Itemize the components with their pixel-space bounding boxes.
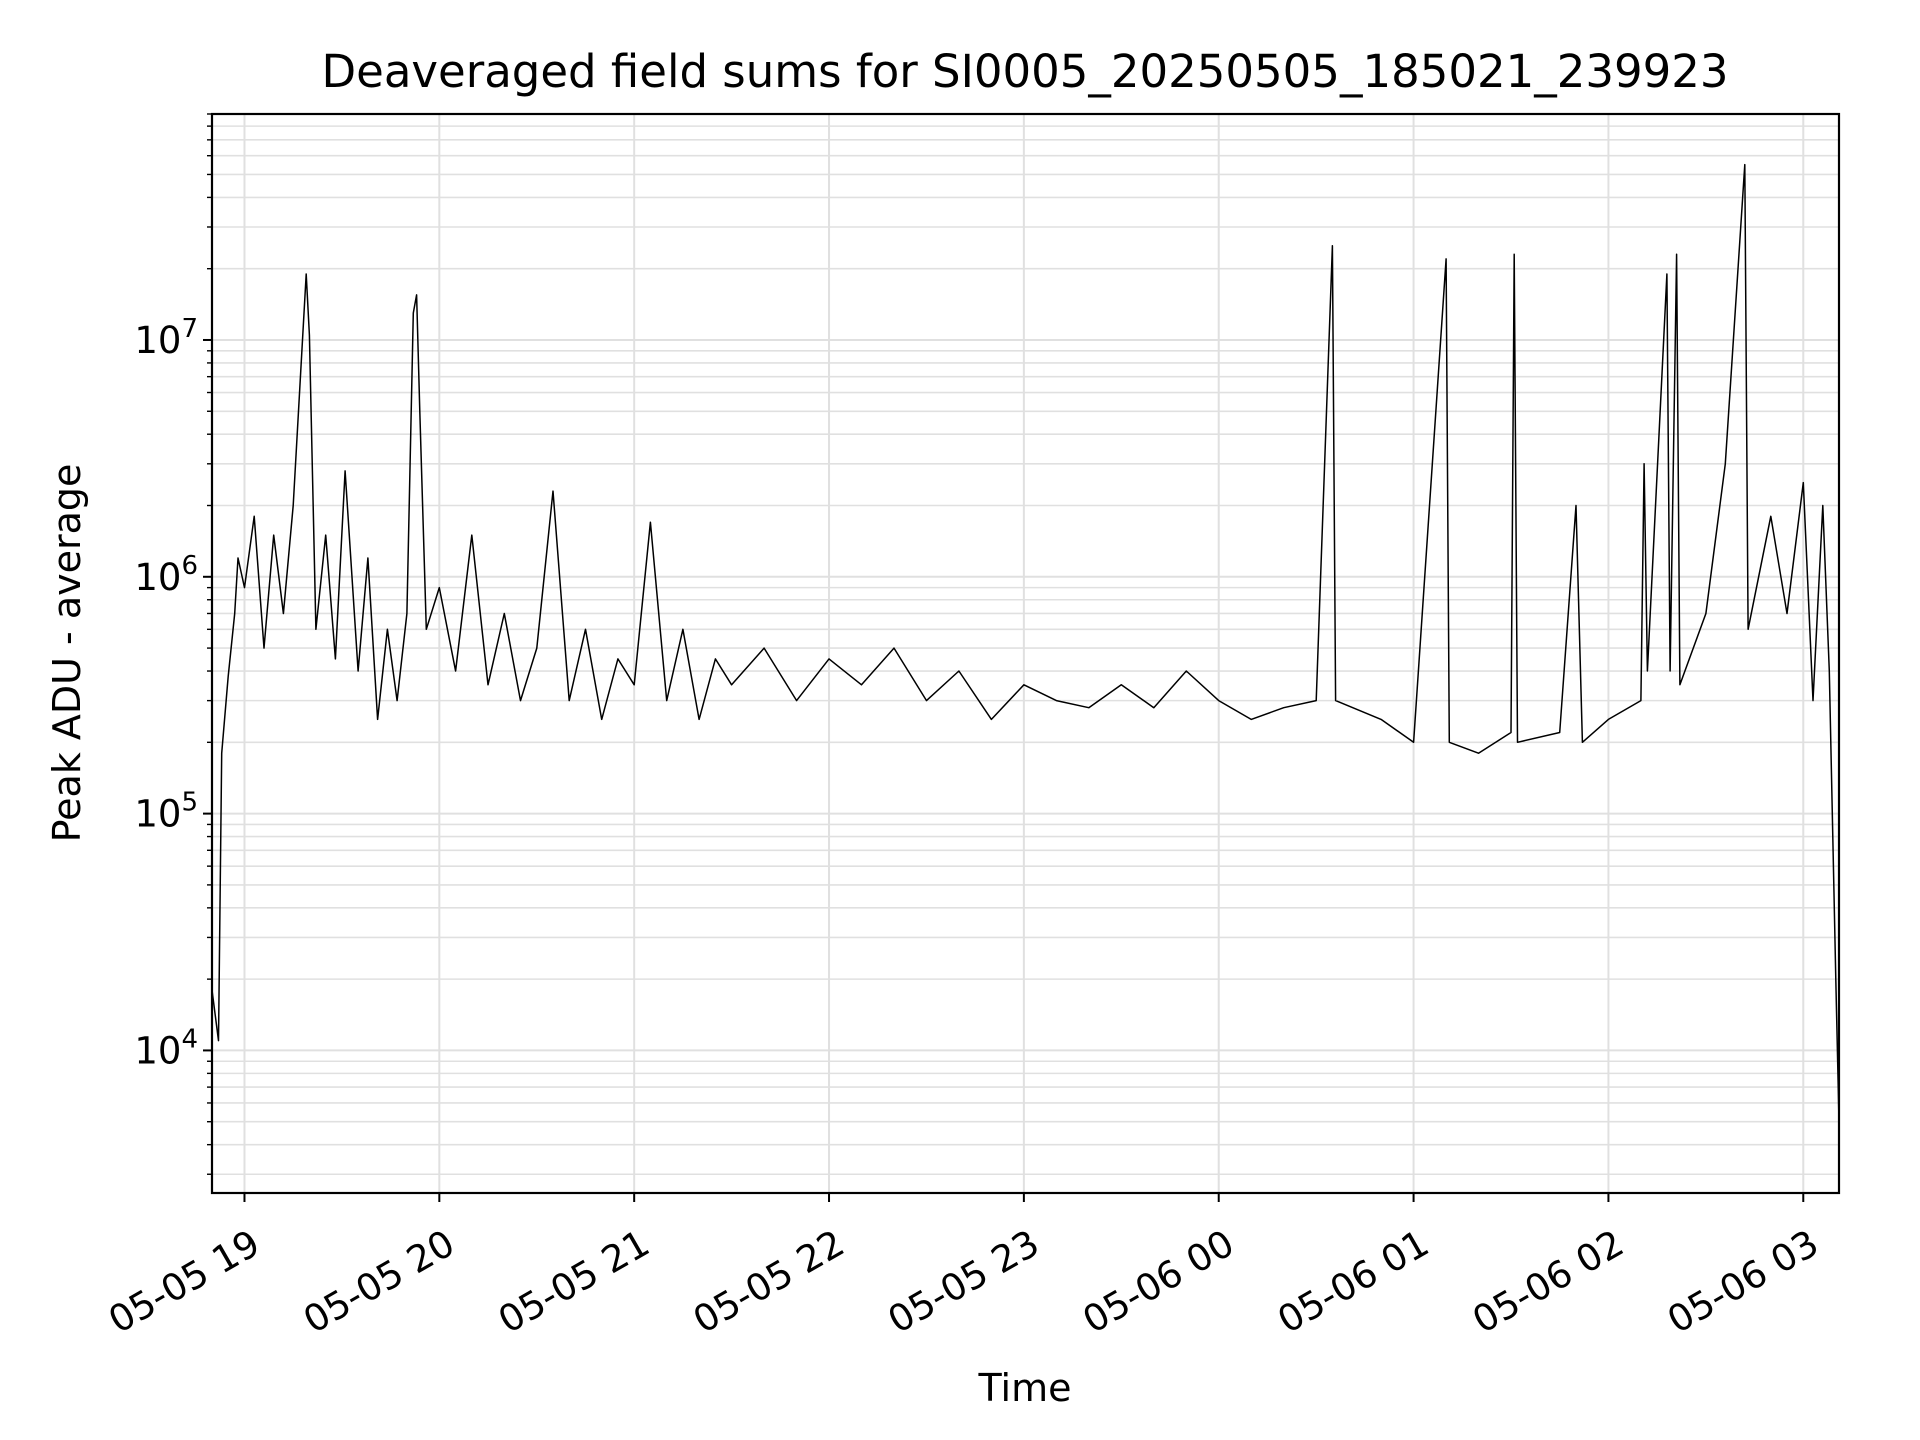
y-axis-label: Peak ADU - average: [45, 464, 89, 843]
chart-title: Deaveraged field sums for SI0005_2025050…: [321, 45, 1728, 98]
plot-area-frame: [210, 112, 1841, 1195]
y-tick-label: 107: [134, 314, 198, 362]
x-axis-label: Time: [978, 1366, 1072, 1410]
y-tick-label: 104: [134, 1024, 198, 1072]
y-axis: 104 105 106 107: [134, 113, 212, 1175]
series-line: [211, 163, 1840, 1122]
y-tick-label: 106: [134, 551, 198, 599]
y-tick-label: 105: [134, 788, 198, 836]
series: [211, 163, 1840, 1122]
